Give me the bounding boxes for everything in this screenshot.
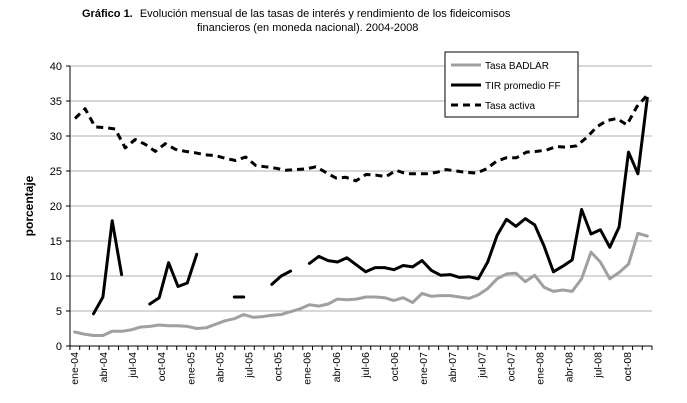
y-tick-label-7: 35 — [50, 96, 62, 108]
legend-label-1: TIR promedio FF — [485, 81, 561, 92]
x-tick-label-16: ene-08 — [534, 352, 546, 385]
x-tick-label-12: ene-07 — [418, 352, 430, 385]
series-lines — [73, 94, 649, 337]
y-tick-label-4: 20 — [50, 201, 62, 213]
x-tick-labels: ene-04 abr-04 jul-04 oct-04 ene-05 abr-05 jul-… — [69, 352, 634, 385]
x-tick-label-13: abr-07 — [447, 352, 459, 383]
gridlines — [70, 65, 652, 312]
chart-title-line2: financieros (en moneda nacional). 2004-2… — [197, 22, 418, 34]
series-1-segment-0 — [92, 219, 124, 316]
series-2-segment-0 — [73, 94, 649, 183]
x-tick-label-2: jul-04 — [127, 352, 139, 379]
x-tick-label-19: oct-08 — [622, 352, 634, 381]
x-tick-label-8: ene-06 — [302, 352, 314, 385]
x-tick-label-15: oct-07 — [505, 352, 517, 381]
legend: Tasa BADLAR TIR promedio FF Tasa activa — [444, 51, 579, 118]
x-tick-label-6: jul-05 — [243, 352, 255, 379]
y-tick-label-2: 10 — [50, 271, 62, 283]
legend-label-2: Tasa activa — [485, 101, 535, 112]
axes — [66, 65, 653, 350]
y-tick-label-1: 5 — [56, 306, 62, 318]
chart-title-line1: Gráfico 1. Evolución mensual de las tasa… — [82, 8, 511, 20]
x-tick-label-5: abr-05 — [214, 352, 226, 383]
x-tick-label-10: jul-06 — [360, 352, 372, 379]
series-0-segment-0 — [73, 231, 649, 337]
x-tick-label-9: abr-06 — [331, 352, 343, 383]
chart-title-text: Evolución mensual de las tasas de interé… — [140, 8, 511, 20]
series-1-segment-4 — [307, 96, 649, 281]
y-tick-label-8: 40 — [50, 61, 62, 73]
legend-label-0: Tasa BADLAR — [485, 61, 549, 72]
y-tick-label-6: 30 — [50, 131, 62, 143]
chart-title-prefix: Gráfico 1. — [82, 8, 133, 20]
x-tick-label-3: oct-04 — [156, 352, 168, 381]
series-1-segment-3 — [270, 269, 293, 286]
y-tick-label-0: 0 — [56, 341, 62, 353]
x-tick-label-7: oct-05 — [273, 352, 285, 381]
x-tick-label-17: abr-08 — [564, 352, 576, 383]
series-1-segment-1 — [148, 252, 199, 306]
y-tick-label-5: 25 — [50, 166, 62, 178]
y-tick-labels: 0 5 10 15 20 25 30 35 40 — [50, 61, 62, 353]
y-tick-label-3: 15 — [50, 236, 62, 248]
x-tick-label-0: ene-04 — [69, 352, 81, 385]
x-tick-label-1: abr-04 — [98, 352, 110, 383]
x-tick-label-18: jul-08 — [593, 352, 605, 379]
x-tick-label-14: jul-07 — [476, 352, 488, 379]
y-axis-label: porcentaje — [22, 175, 36, 236]
x-tick-label-4: ene-05 — [185, 352, 197, 385]
x-tick-label-11: oct-06 — [389, 352, 401, 381]
